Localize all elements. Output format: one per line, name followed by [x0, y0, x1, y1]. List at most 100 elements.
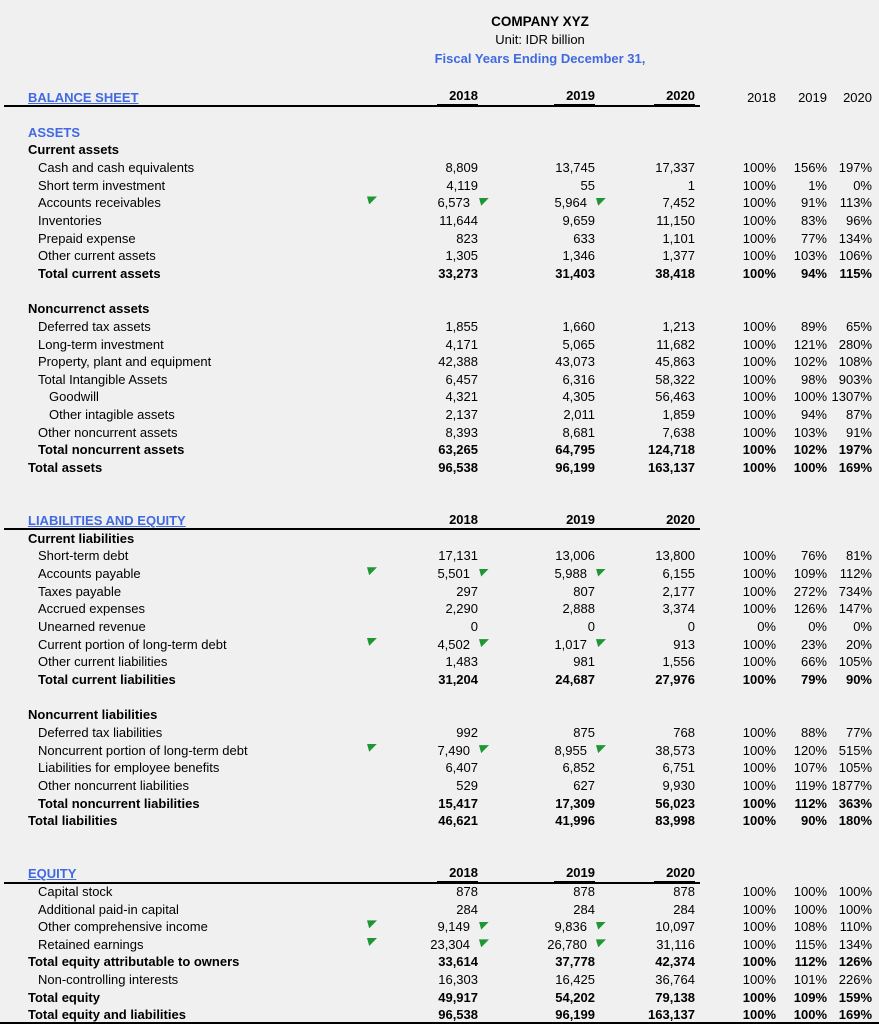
pct-cell: 119% [794, 777, 827, 793]
section-header-row: BALANCE SHEET 2018 2019 2020 2018 2019 2020 [0, 88, 879, 107]
row-label: Total noncurrent assets [38, 442, 185, 458]
pct-cell: 100% [742, 407, 776, 423]
row-label: Total current assets [38, 265, 161, 281]
year-header-cell: 2019 [478, 865, 595, 883]
value-cell: 981 [573, 654, 595, 670]
table-row: Non-controlling interests 16,303 16,425 36,… [0, 971, 879, 989]
year-header-cell: 2020 [595, 512, 695, 530]
value-cell: 0 [587, 619, 595, 635]
pct-cell: 100% [742, 336, 776, 352]
pct-cell: 100% [793, 883, 827, 899]
table-row: Accrued expenses 2,290 2,888 3,374 100% 126% 1… [0, 600, 879, 618]
pct-cell: 113% [839, 195, 872, 211]
pct-cell: 363% [838, 795, 872, 811]
comment-flag-icon [479, 745, 489, 754]
pct-cell: 0% [853, 177, 872, 193]
row-label: Total noncurrent liabilities [38, 795, 200, 811]
row-label: Current liabilities [28, 530, 135, 546]
comment-flag-icon [596, 939, 606, 948]
row-label: Noncurrent liabilities [28, 707, 158, 723]
value-cell: 13,006 [555, 548, 595, 564]
year-column-header: 2018 [437, 865, 478, 883]
value-cell: 11,150 [656, 212, 695, 228]
pct-cell: 100% [742, 919, 776, 935]
row-label: Other current liabilities [38, 654, 168, 670]
value-cell: 17,337 [655, 159, 695, 175]
year-column-header: 2020 [654, 865, 695, 883]
year-header-cell: 2019 [478, 88, 595, 106]
pct-cell: 169% [838, 1007, 872, 1023]
year-header-cell: 2020 [595, 865, 695, 883]
pct-year-column-header: 2018 [747, 89, 776, 105]
table-row: Total noncurrent liabilities 15,417 17,309… [0, 794, 879, 812]
comment-flag-icon [479, 568, 489, 577]
value-cell: 4,171 [445, 336, 478, 352]
pct-cell: 0% [808, 619, 827, 635]
pct-cell: 272% [793, 583, 827, 599]
comment-flag-icon [596, 921, 606, 930]
pct-cell: 112% [794, 795, 827, 811]
value-cell: 27,976 [655, 671, 695, 687]
value-cell: 54,202 [555, 989, 595, 1005]
value-cell: 49,917 [438, 989, 478, 1005]
value-cell: 64,795 [555, 442, 595, 458]
value-cell: 37,778 [555, 954, 595, 970]
table-row: Property, plant and equipment 42,388 43,07… [0, 353, 879, 371]
table-row: Noncurrent liabilities [0, 706, 879, 724]
comment-flag-icon [479, 639, 489, 648]
value-cell: 284 [673, 901, 695, 917]
pct-cell: 169% [838, 460, 872, 476]
year-header-cell: 2020 [595, 88, 695, 106]
table-row: Current liabilities [0, 529, 879, 547]
value-cell: 4,321 [445, 389, 478, 405]
pct-cell: 90% [845, 671, 872, 687]
value-cell: 9,659 [562, 212, 595, 228]
table-row: Taxes payable 297 807 2,177 100% 272% 734% [0, 582, 879, 600]
comment-flag-icon [596, 639, 606, 648]
pct-cell: 100% [742, 601, 776, 617]
pct-cell: 100% [742, 1007, 776, 1023]
table-row: Deferred tax assets 1,855 1,660 1,213 100% 89… [0, 318, 879, 336]
pct-cell: 103% [793, 424, 827, 440]
pct-cell: 100% [742, 354, 776, 370]
value-cell: 3,374 [662, 601, 695, 617]
pct-cell: 180% [838, 813, 872, 829]
comment-flag-icon [596, 197, 606, 206]
table-row: Other comprehensive income 9,149 9,836 10,0… [0, 918, 879, 936]
pct-cell: 94% [800, 407, 827, 423]
comment-flag-icon [367, 567, 377, 576]
value-cell: 6,457 [445, 371, 478, 387]
pct-cell: 1877% [831, 777, 872, 793]
pct-cell: 280% [838, 336, 872, 352]
pct-cell: 100% [742, 954, 776, 970]
row-label: Long-term investment [38, 336, 164, 352]
value-cell: 13,800 [655, 548, 695, 564]
row-label: Accounts receivables [38, 195, 161, 211]
year-column-header: 2020 [654, 512, 695, 530]
value-cell: 5,964 [478, 195, 606, 210]
value-cell: 9,930 [662, 777, 695, 793]
pct-cell: 1307% [831, 389, 872, 405]
value-cell: 6,407 [445, 760, 478, 776]
pct-cell: 106% [838, 248, 872, 264]
value-cell: 6,751 [662, 760, 695, 776]
pct-cell: 100% [742, 460, 776, 476]
value-cell: 83,998 [655, 813, 695, 829]
value-cell: 1,101 [662, 230, 695, 246]
value-cell: 96,199 [555, 460, 595, 476]
value-cell: 284 [456, 901, 478, 917]
pct-cell: 100% [742, 636, 776, 652]
pct-cell: 156% [793, 159, 827, 175]
pct-cell: 20% [845, 636, 872, 652]
year-header-cell: 2018 [380, 865, 478, 883]
pct-cell: 102% [793, 442, 827, 458]
pct-cell: 100% [742, 901, 776, 917]
pct-cell: 91% [845, 424, 872, 440]
year-column-header: 2018 [437, 512, 478, 530]
comment-flag-icon [596, 745, 606, 754]
table-row: Current portion of long-term debt 4,502 1,… [0, 635, 879, 653]
value-cell: 1,305 [445, 248, 478, 264]
pct-cell: 100% [793, 389, 827, 405]
value-cell: 875 [573, 724, 595, 740]
